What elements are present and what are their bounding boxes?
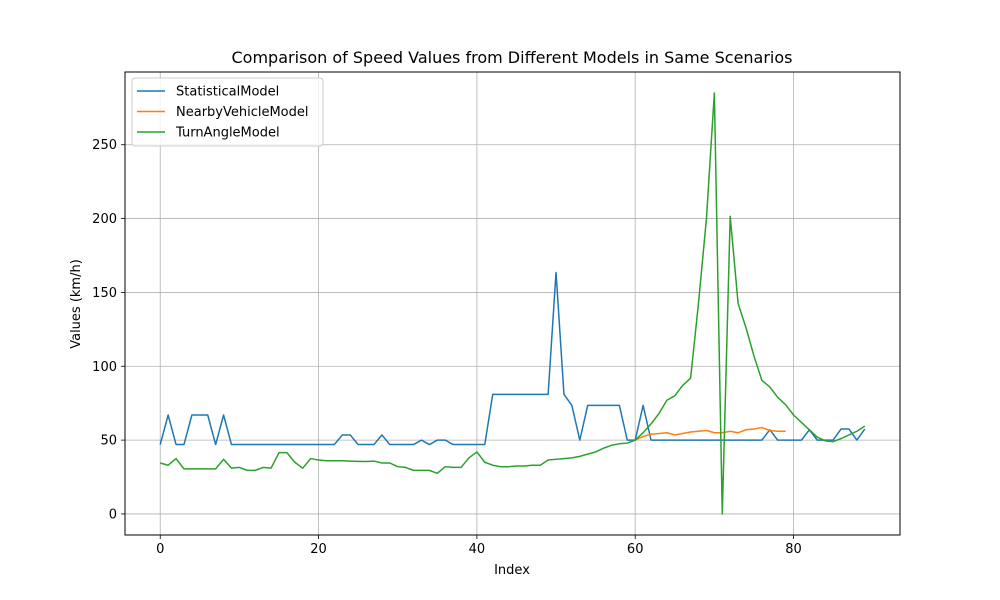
x-tick-label: 0 xyxy=(156,542,164,557)
legend: StatisticalModel NearbyVehicleModel TurnAn… xyxy=(131,77,324,147)
x-tick-label: 20 xyxy=(310,542,327,557)
y-tick-label: 250 xyxy=(92,138,117,153)
y-tick-label: 50 xyxy=(100,434,117,449)
x-axis-label: Index xyxy=(494,563,530,578)
legend-label: NearbyVehicleModel xyxy=(176,105,309,120)
legend-label: StatisticalModel xyxy=(176,85,279,100)
plot-area-frame xyxy=(124,71,901,536)
x-tick-label: 40 xyxy=(469,542,486,557)
series-line-turn-angle-model xyxy=(160,92,866,515)
grid xyxy=(125,72,900,535)
series-lines xyxy=(159,92,866,515)
y-tick-label: 100 xyxy=(92,360,117,375)
y-axis-label: Values (km/h) xyxy=(69,259,84,349)
series-line-statistical-model xyxy=(159,271,866,446)
y-tick-label: 150 xyxy=(92,286,117,301)
x-tick-label: 60 xyxy=(627,542,644,557)
x-tick-label: 80 xyxy=(785,542,802,557)
y-tick-label: 0 xyxy=(109,507,117,522)
chart-title: Comparison of Speed Values from Differen… xyxy=(231,48,792,67)
legend-box xyxy=(131,77,324,147)
series-line-nearby-vehicle-model xyxy=(634,426,786,441)
axis-ticks: 0 20 40 60 80 0 50 100 150 200 250 xyxy=(92,138,802,557)
y-tick-label: 200 xyxy=(92,212,117,227)
legend-label: TurnAngleModel xyxy=(175,126,280,141)
